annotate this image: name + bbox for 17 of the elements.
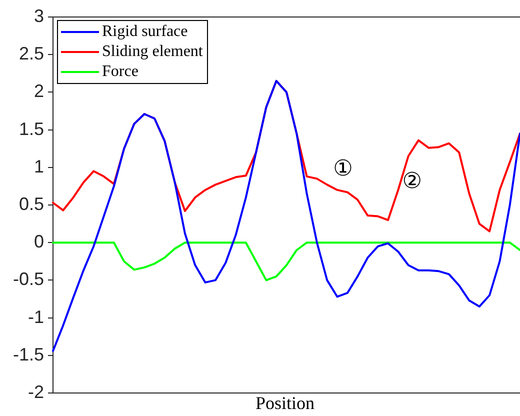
y-tick-label: -2	[28, 382, 44, 402]
annotation: ①	[333, 156, 353, 182]
y-tick-label: -0.5	[12, 269, 44, 290]
y-tick-label: 2.5	[18, 44, 44, 64]
legend-label: Force	[102, 62, 138, 82]
y-tick-label: 3	[34, 6, 44, 26]
y-tick-label: 0	[34, 232, 44, 252]
y-tick-label: 2	[34, 81, 44, 102]
x-axis-title: Position	[255, 393, 315, 413]
y-tick-label: 1.5	[18, 118, 44, 139]
y-tick-label: 0.5	[18, 194, 44, 214]
y-tick-label: -1	[28, 306, 44, 327]
annotation: ②	[402, 169, 422, 194]
y-tick-label: 1	[34, 156, 44, 176]
legend-label: Rigid surface	[102, 22, 188, 42]
legend-label: Sliding element	[102, 42, 203, 62]
y-tick-label: -1.5	[12, 344, 44, 364]
